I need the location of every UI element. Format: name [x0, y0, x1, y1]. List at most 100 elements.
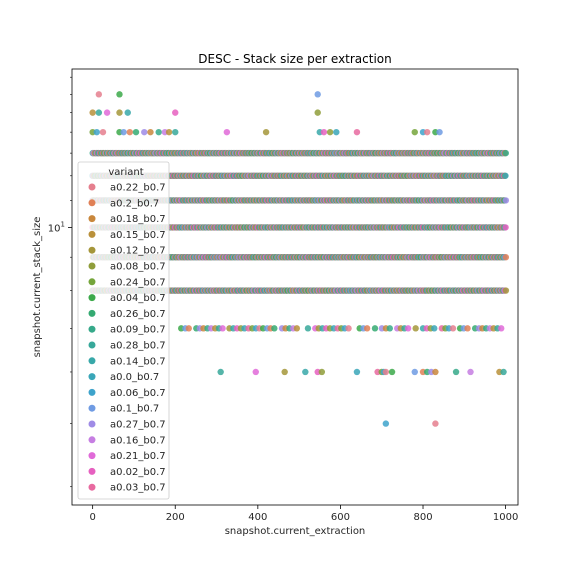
legend-label: a0.24_b0.7 — [110, 277, 166, 288]
data-point — [502, 149, 509, 157]
data-point — [423, 128, 431, 136]
x-tick-label: 1000 — [493, 512, 518, 523]
legend-marker — [88, 341, 96, 349]
data-point — [314, 109, 321, 116]
x-tick-label: 200 — [166, 512, 185, 523]
data-point — [116, 91, 123, 98]
data-point — [411, 368, 418, 376]
data-point — [353, 368, 361, 376]
data-point — [293, 325, 301, 332]
data-point — [252, 368, 259, 376]
data-point — [326, 128, 334, 136]
legend-marker — [88, 483, 96, 491]
data-point — [502, 254, 510, 261]
data-point — [464, 325, 471, 332]
legend: variant a0.22_b0.7a0.2_b0.7a0.18_b0.7a0.… — [77, 161, 170, 500]
data-point — [432, 420, 439, 427]
data-point — [155, 128, 162, 136]
data-point — [124, 109, 131, 116]
x-axis-label: snapshot.current_extraction — [225, 526, 366, 537]
legend-label: a0.15_b0.7 — [110, 230, 166, 241]
legend-label: a0.18_b0.7 — [110, 214, 166, 225]
legend-label: a0.22_b0.7 — [110, 183, 166, 194]
data-point — [318, 368, 326, 376]
legend-label: a0.1_b0.7 — [110, 404, 159, 415]
data-point — [333, 128, 340, 136]
legend-label: a0.21_b0.7 — [110, 451, 166, 462]
data-point — [431, 325, 438, 332]
data-point — [382, 420, 390, 427]
data-point — [120, 128, 127, 136]
data-point — [432, 368, 439, 376]
data-point — [411, 128, 418, 136]
x-axis-ticks: 0 200 400 600 800 1000 — [89, 505, 518, 523]
data-point — [320, 128, 328, 136]
data-point — [502, 287, 510, 294]
legend-title: variant — [108, 167, 143, 178]
data-point — [172, 128, 179, 136]
legend-label: a0.14_b0.7 — [110, 356, 166, 367]
legend-label: a0.28_b0.7 — [110, 341, 166, 352]
legend-marker — [88, 278, 96, 286]
legend-marker — [88, 215, 96, 223]
data-point — [95, 91, 103, 98]
legend-marker — [88, 325, 96, 333]
data-point — [262, 128, 270, 136]
x-tick-label: 400 — [248, 512, 267, 523]
data-point — [103, 109, 111, 116]
data-point — [388, 368, 396, 376]
legend-label: a0.27_b0.7 — [110, 420, 166, 431]
legend-label: a0.02_b0.7 — [110, 467, 166, 478]
plot-frame — [71, 68, 519, 506]
legend-label: a0.16_b0.7 — [110, 435, 166, 446]
data-point — [126, 128, 134, 136]
legend-marker — [88, 309, 96, 317]
data-point — [217, 368, 224, 376]
data-point — [147, 128, 154, 136]
data-point — [382, 368, 390, 376]
data-point — [436, 128, 443, 136]
data-point — [363, 325, 371, 332]
chart-title: DESC - Stack size per extraction — [198, 52, 392, 66]
data-point — [452, 368, 460, 376]
legend-label: a0.26_b0.7 — [110, 309, 166, 320]
legend-marker — [88, 452, 96, 460]
x-tick-label: 0 — [89, 512, 95, 523]
data-point — [132, 128, 140, 136]
legend-marker — [88, 199, 96, 207]
data-point — [502, 224, 509, 231]
x-tick-label: 600 — [331, 512, 350, 523]
legend-marker — [88, 230, 96, 238]
legend-label: a0.0_b0.7 — [110, 372, 159, 383]
data-point — [314, 91, 321, 98]
data-point — [500, 368, 507, 376]
legend-marker — [88, 246, 96, 254]
data-point — [223, 128, 231, 136]
data-point — [302, 368, 309, 376]
legend-marker — [88, 388, 96, 396]
data-point — [467, 368, 474, 376]
data-point — [386, 325, 394, 332]
data-point — [502, 197, 510, 204]
legend-marker — [88, 373, 96, 381]
data-point — [219, 325, 226, 332]
data-point — [412, 325, 419, 332]
data-point — [172, 109, 179, 116]
data-point — [449, 325, 457, 332]
data-point — [116, 109, 123, 116]
legend-label: a0.08_b0.7 — [110, 262, 166, 273]
legend-marker — [88, 294, 96, 302]
legend-label: a0.09_b0.7 — [110, 325, 166, 336]
legend-entries: a0.22_b0.7 a0.2_b0.7 a0.18_b0.7 a0.15_b0.7a… — [88, 183, 166, 494]
legend-marker — [88, 467, 96, 475]
legend-marker — [88, 436, 96, 444]
legend-label: a0.03_b0.7 — [110, 483, 166, 494]
legend-marker — [88, 262, 96, 270]
data-point — [404, 325, 412, 332]
legend-label: a0.04_b0.7 — [110, 293, 166, 304]
data-point — [371, 325, 379, 332]
legend-marker — [88, 357, 96, 365]
legend-label: a0.2_b0.7 — [110, 198, 159, 209]
data-point — [502, 172, 509, 179]
